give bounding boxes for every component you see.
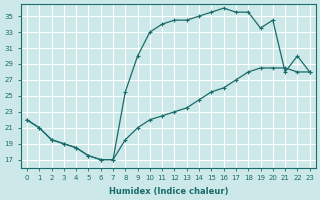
X-axis label: Humidex (Indice chaleur): Humidex (Indice chaleur) — [108, 187, 228, 196]
